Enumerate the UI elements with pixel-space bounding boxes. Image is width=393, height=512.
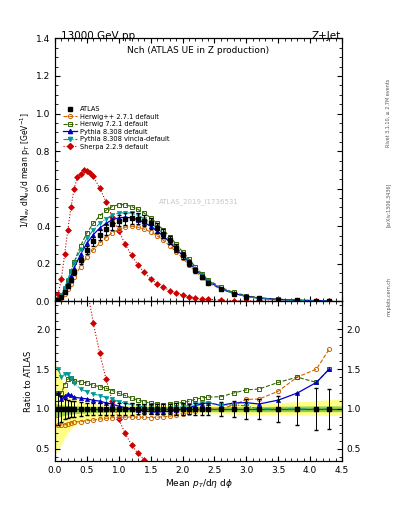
Text: Nch (ATLAS UE in Z production): Nch (ATLAS UE in Z production): [127, 46, 270, 55]
X-axis label: Mean $p_T$/d$\eta$ d$\phi$: Mean $p_T$/d$\eta$ d$\phi$: [165, 477, 232, 490]
Text: 13000 GeV pp: 13000 GeV pp: [61, 31, 135, 41]
Text: mcplots.cern.ch: mcplots.cern.ch: [386, 278, 391, 316]
Legend: ATLAS, Herwig++ 2.7.1 default, Herwig 7.2.1 default, Pythia 8.308 default, Pythi: ATLAS, Herwig++ 2.7.1 default, Herwig 7.…: [61, 105, 171, 151]
Y-axis label: 1/N$_{ev}$ dN$_{ev}$/d mean p$_T$ [GeV$^{-1}$]: 1/N$_{ev}$ dN$_{ev}$/d mean p$_T$ [GeV$^…: [18, 112, 33, 228]
Text: ATLAS_2019_I1736531: ATLAS_2019_I1736531: [158, 198, 239, 205]
Text: Rivet 3.1.10, ≥ 2.7M events: Rivet 3.1.10, ≥ 2.7M events: [386, 78, 391, 147]
Y-axis label: Ratio to ATLAS: Ratio to ATLAS: [24, 351, 33, 412]
Text: Z+Jet: Z+Jet: [312, 31, 341, 41]
Text: [arXiv:1306.3436]: [arXiv:1306.3436]: [386, 183, 391, 227]
